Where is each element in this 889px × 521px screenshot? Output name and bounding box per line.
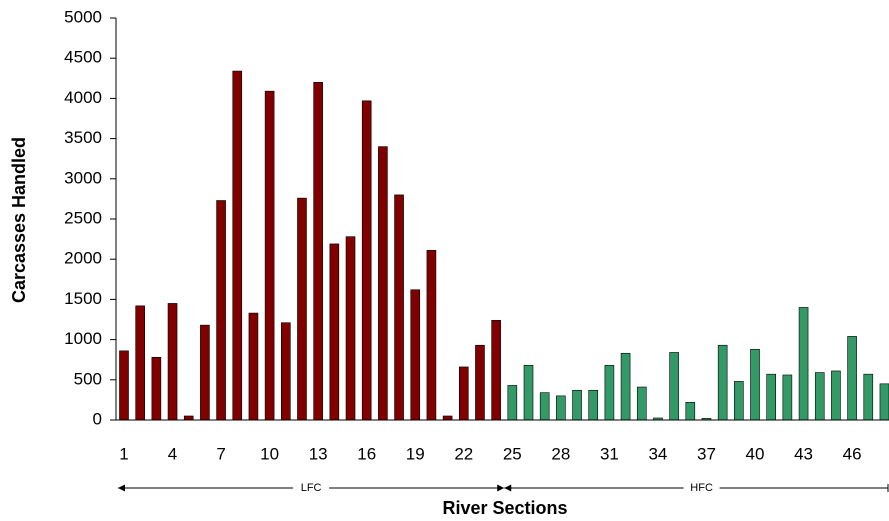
bar [119, 350, 129, 421]
x-tick-label: 28 [551, 444, 570, 463]
label-bg [293, 480, 330, 496]
series-label: HFC [690, 482, 713, 494]
bar [394, 194, 404, 421]
bar [329, 243, 340, 421]
bar [248, 312, 259, 421]
bar [491, 320, 501, 421]
bar [669, 352, 679, 421]
bar [717, 344, 728, 421]
bar [475, 344, 485, 421]
bar [572, 389, 582, 421]
bar [297, 197, 307, 421]
x-tick-label: 40 [746, 444, 765, 463]
y-tick-label: 500 [74, 369, 102, 388]
bar [232, 70, 243, 421]
y-tick-label: 1500 [64, 289, 102, 308]
x-tick-label: 31 [600, 444, 619, 463]
x-axis-title: River Sections [442, 498, 567, 518]
bar [685, 402, 696, 421]
x-tick-label: 10 [260, 444, 279, 463]
y-tick-label: 3000 [64, 168, 102, 187]
y-tick-label: 2000 [64, 249, 102, 268]
bar [135, 305, 145, 421]
bar [831, 370, 841, 421]
x-tick-label: 46 [843, 444, 862, 463]
bar [734, 381, 744, 421]
bar [200, 324, 210, 421]
bar [863, 373, 874, 421]
y-tick-label: 1000 [64, 329, 102, 348]
y-tick-label: 0 [93, 409, 102, 428]
bar [264, 90, 275, 421]
bar [847, 336, 857, 421]
bar [361, 100, 372, 421]
x-tick-label: 43 [794, 444, 813, 463]
x-tick-label: 7 [216, 444, 225, 463]
x-tick-label: 37 [697, 444, 716, 463]
series-label: LFC [301, 482, 322, 494]
y-tick-label: 5000 [64, 7, 102, 26]
x-tick-label: 16 [357, 444, 376, 463]
bar [442, 415, 453, 421]
x-tick-label: 1 [119, 444, 128, 463]
y-tick-label: 4000 [64, 88, 102, 107]
arrow-head [497, 484, 505, 492]
y-axis-title: Carcasses Handled [9, 137, 29, 303]
bar [636, 386, 647, 421]
bar [345, 236, 356, 421]
bar [151, 356, 162, 421]
bar [507, 385, 518, 421]
bar [216, 200, 226, 421]
bar [604, 365, 615, 421]
arrow-head [504, 484, 512, 492]
bar [378, 146, 388, 421]
bar [814, 372, 825, 421]
x-tick-label: 25 [503, 444, 522, 463]
x-tick-label: 13 [309, 444, 328, 463]
bar [523, 365, 534, 421]
bar [782, 374, 793, 421]
bar [750, 348, 760, 421]
y-tick-label: 2500 [64, 208, 102, 227]
bar [798, 307, 809, 421]
bar [458, 366, 469, 421]
x-tick-label: 22 [454, 444, 473, 463]
x-tick-label: 4 [168, 444, 177, 463]
arrow-head [118, 484, 125, 492]
bar [539, 392, 550, 421]
bar [766, 373, 777, 421]
bar [588, 389, 599, 421]
bar [167, 303, 178, 421]
y-tick-label: 3500 [64, 128, 102, 147]
bar [183, 415, 194, 421]
bar [410, 289, 421, 421]
x-tick-label: 19 [406, 444, 425, 463]
x-tick-label: 34 [648, 444, 667, 463]
bar [426, 250, 437, 421]
bar [620, 352, 631, 421]
y-tick-label: 4500 [64, 48, 102, 67]
bar [313, 82, 323, 421]
bar [280, 322, 291, 421]
label-bg [683, 480, 720, 496]
bar [879, 383, 889, 421]
bar [556, 395, 566, 421]
